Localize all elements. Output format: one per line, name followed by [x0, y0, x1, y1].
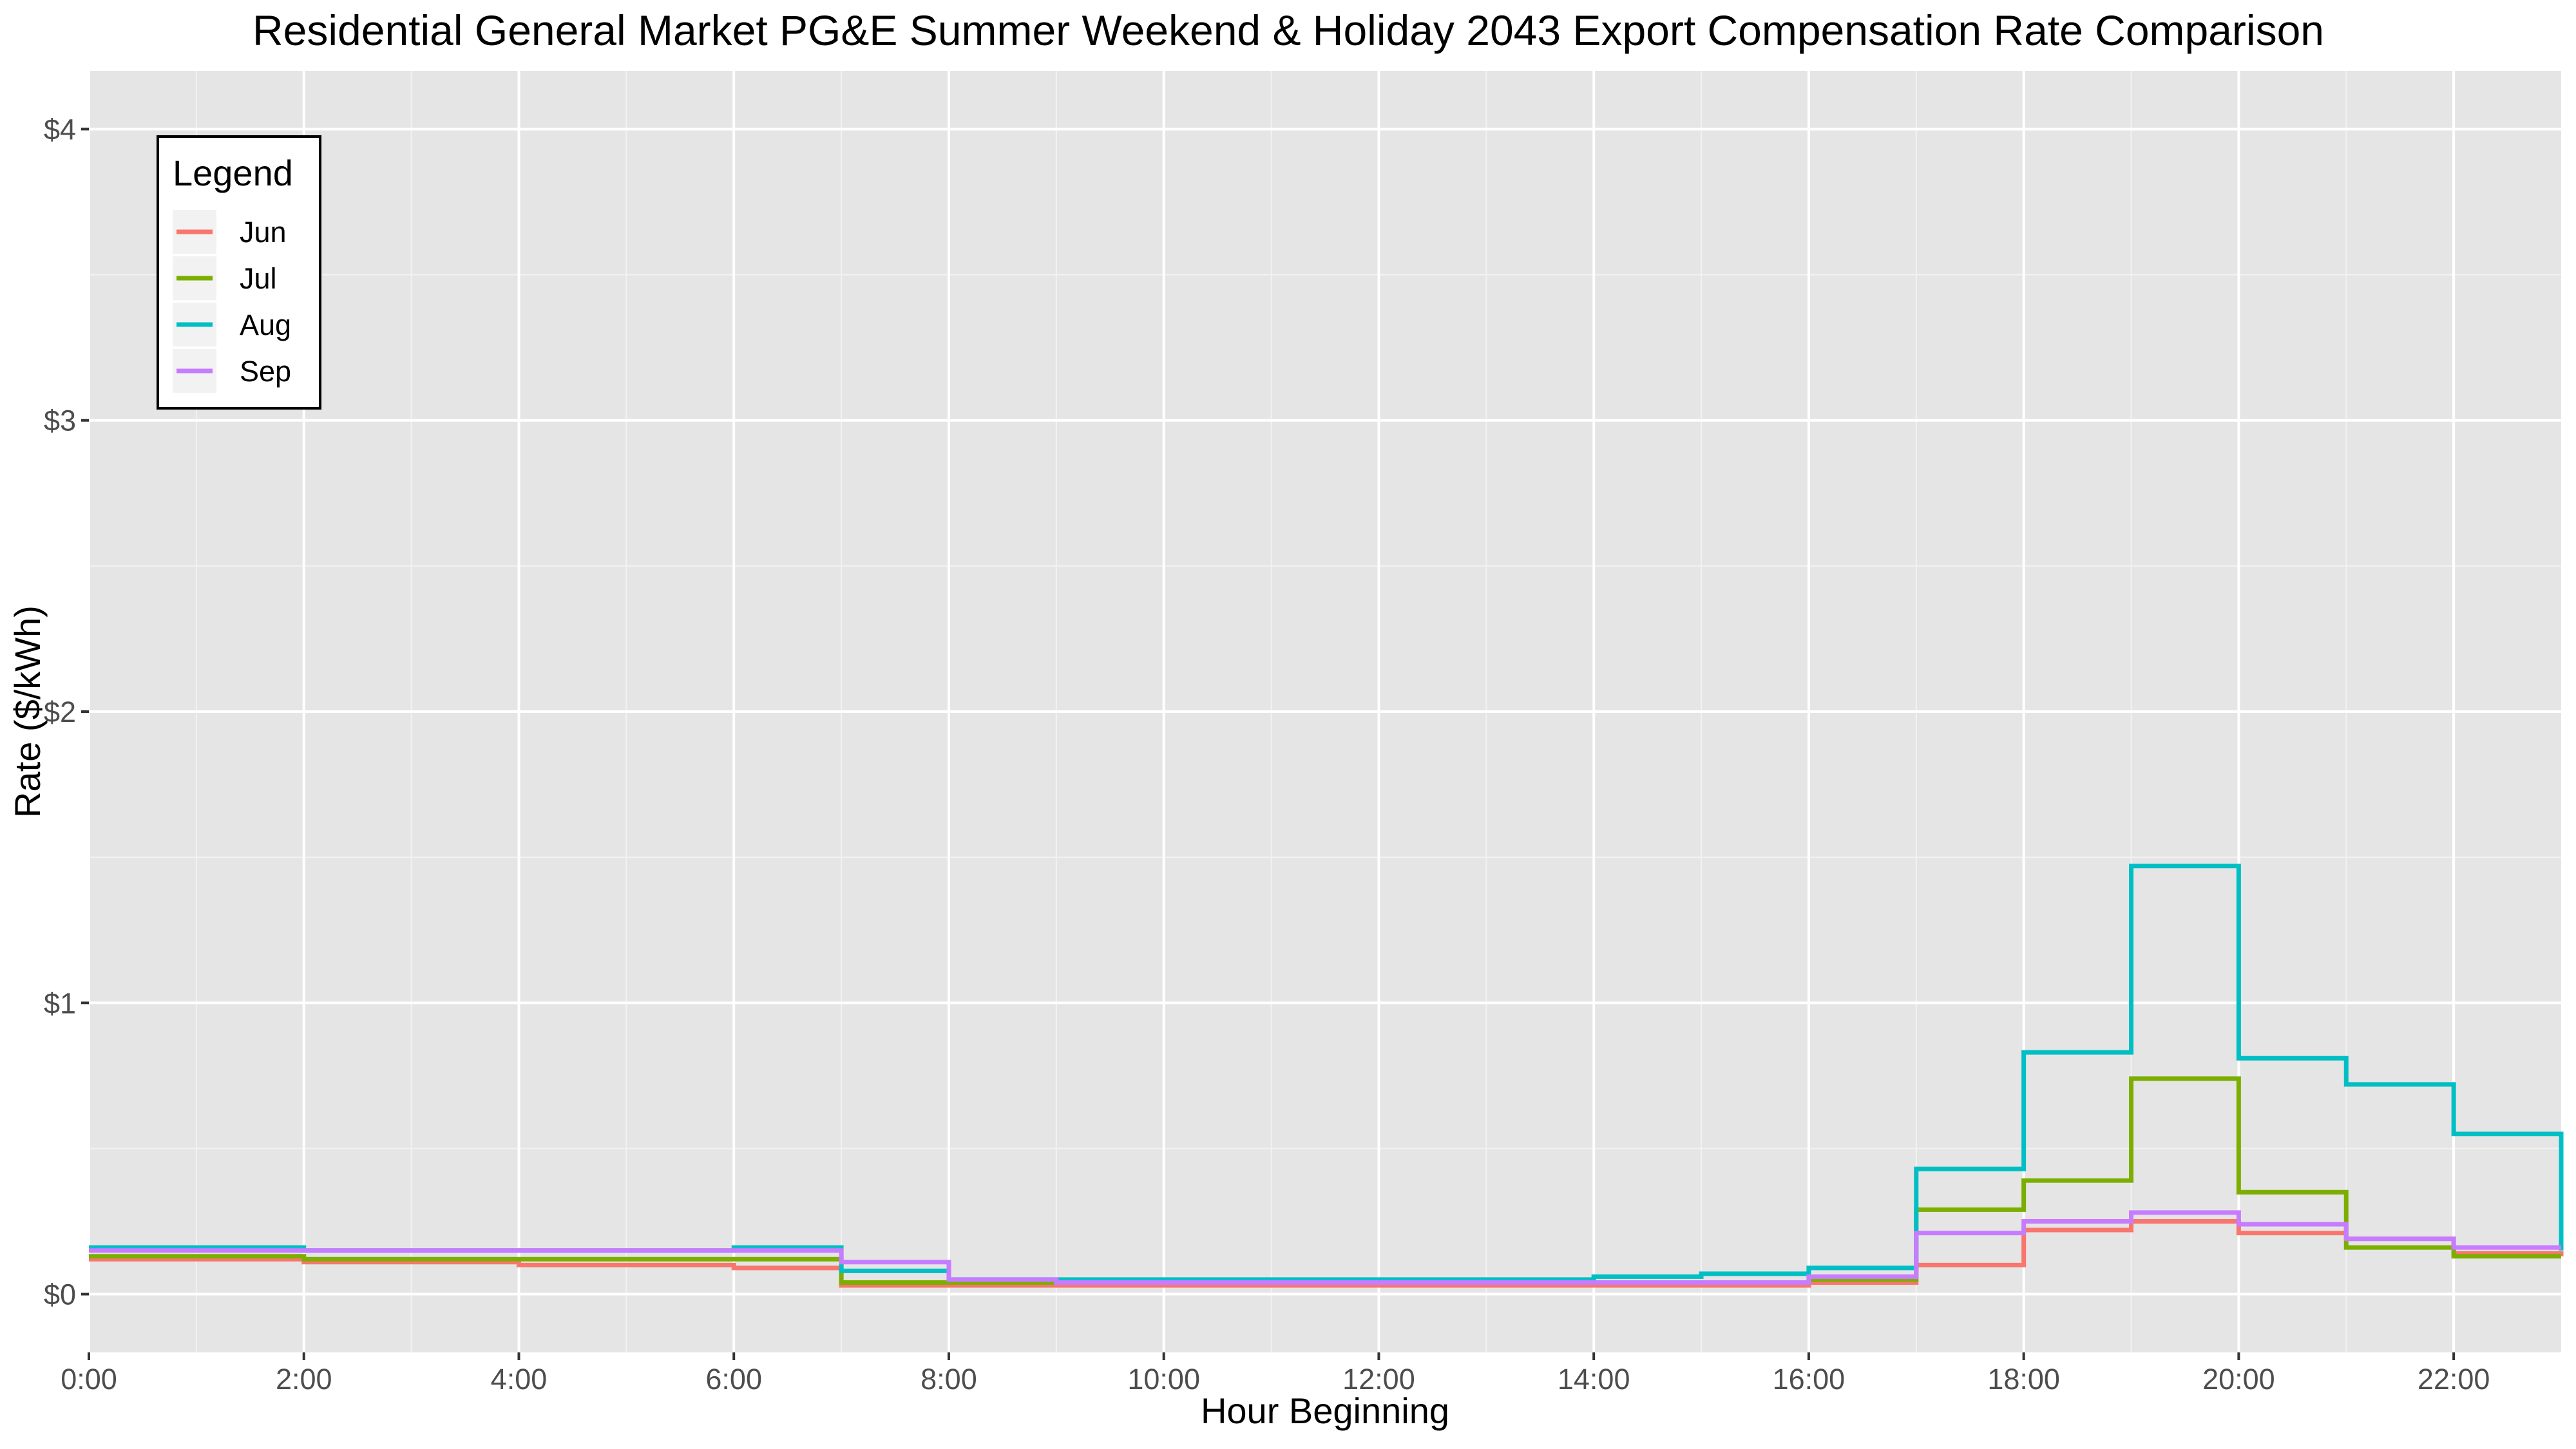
chart-title: Residential General Market PG&E Summer W…	[253, 6, 2324, 54]
y-tick-label: $2	[44, 696, 76, 728]
x-tick-label: 20:00	[2202, 1363, 2275, 1396]
x-tick-label: 22:00	[2418, 1363, 2490, 1396]
x-tick-label: 4:00	[491, 1363, 548, 1396]
x-tick-label: 12:00	[1342, 1363, 1415, 1396]
x-tick-label: 0:00	[61, 1363, 117, 1396]
legend-items: Jun Jul Aug Sep	[173, 210, 291, 393]
y-axis-title: Rate ($/kWh)	[7, 605, 48, 818]
legend: Legend Jun Jul Aug Sep	[157, 135, 321, 410]
x-tick-label: 14:00	[1558, 1363, 1630, 1396]
legend-label-aug: Aug	[240, 308, 291, 341]
x-tick-label: 18:00	[1987, 1363, 2060, 1396]
legend-title: Legend	[173, 153, 293, 193]
x-tick-label: 8:00	[921, 1363, 977, 1396]
x-tick-label: 2:00	[276, 1363, 332, 1396]
y-axis-ticks: $0 $1 $2 $3 $4	[44, 113, 89, 1311]
y-tick-label: $3	[44, 404, 76, 437]
legend-label-jun: Jun	[240, 216, 287, 249]
x-tick-label: 16:00	[1773, 1363, 1846, 1396]
x-axis-ticks: 0:00 2:00 4:00 6:00 8:00 10:00 12:00 14:00 16:00…	[61, 1352, 2490, 1396]
series-line-sep	[89, 1210, 2561, 1285]
y-tick-label: $1	[44, 987, 76, 1019]
legend-label-sep: Sep	[240, 355, 291, 388]
x-tick-label: 10:00	[1127, 1363, 1200, 1396]
y-tick-label: $4	[44, 113, 76, 146]
legend-label-jul: Jul	[240, 262, 277, 295]
x-tick-label: 6:00	[705, 1363, 762, 1396]
series-line-jun	[89, 1218, 2564, 1288]
x-axis-title: Hour Beginning	[1201, 1390, 1449, 1431]
series-lines	[89, 864, 2564, 1288]
y-tick-label: $0	[44, 1278, 76, 1311]
